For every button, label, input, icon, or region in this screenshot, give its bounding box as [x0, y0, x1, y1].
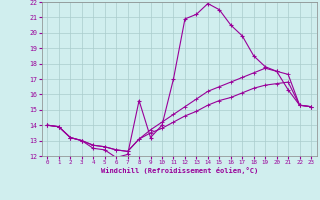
X-axis label: Windchill (Refroidissement éolien,°C): Windchill (Refroidissement éolien,°C) — [100, 167, 258, 174]
